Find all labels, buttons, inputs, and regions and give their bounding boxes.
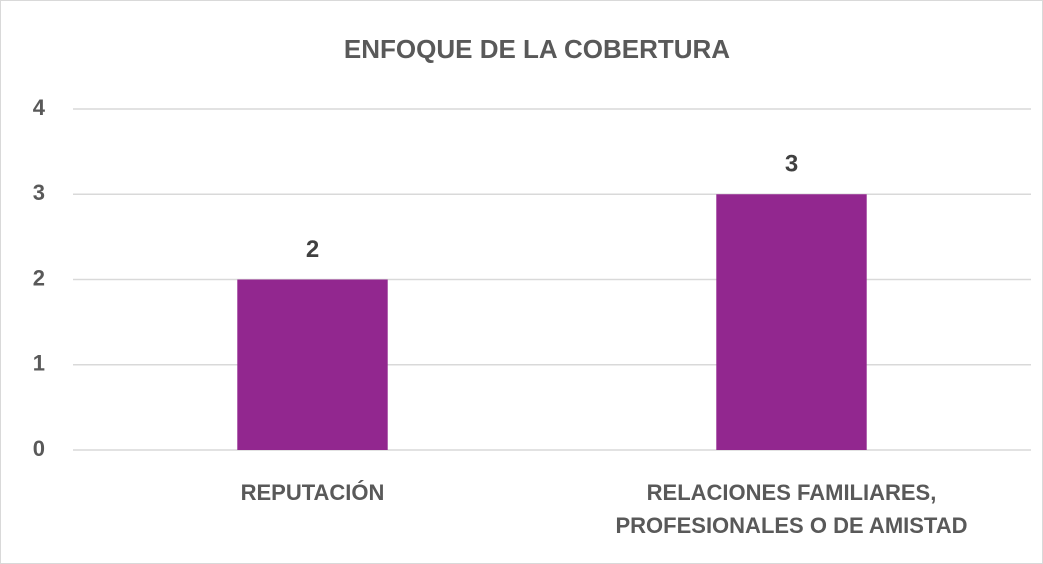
y-tick-label: 0 (33, 436, 45, 461)
bar (716, 194, 867, 450)
bar (237, 279, 388, 450)
y-tick-label: 4 (33, 95, 46, 120)
y-tick-label: 3 (33, 180, 45, 205)
y-tick-label: 2 (33, 265, 45, 290)
data-label: 3 (785, 151, 798, 178)
x-tick-label: RELACIONES FAMILIARES, PROFESIONALES O D… (615, 480, 968, 538)
x-tick-label: REPUTACIÓN (240, 480, 385, 505)
y-tick-label: 1 (33, 351, 45, 376)
data-label: 2 (306, 236, 319, 263)
chart-title: ENFOQUE DE LA COBERTURA (344, 34, 730, 64)
